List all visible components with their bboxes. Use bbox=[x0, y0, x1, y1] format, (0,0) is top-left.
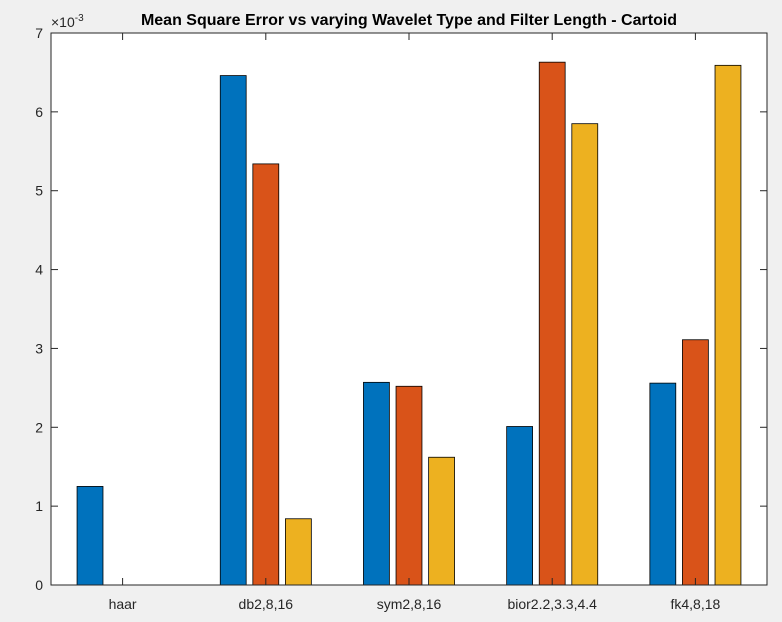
y-tick-label: 1 bbox=[35, 498, 43, 514]
y-tick-label: 5 bbox=[35, 183, 43, 199]
bar-sym2-8-16-series-3 bbox=[428, 456, 455, 586]
x-tick-label: haar bbox=[109, 596, 137, 612]
bar-fk4-8-18-series-3 bbox=[714, 64, 742, 586]
bar-db2-8-16-series-3 bbox=[285, 518, 312, 586]
x-tick-label: db2,8,16 bbox=[239, 596, 294, 612]
bar-fk4-8-18-series-2 bbox=[682, 339, 709, 586]
exponent-power: -3 bbox=[75, 13, 84, 24]
bar-haar-series-1 bbox=[76, 486, 104, 586]
y-tick-labels: 0 1 2 3 4 5 6 7 bbox=[35, 25, 43, 593]
chart-title: Mean Square Error vs varying Wavelet Typ… bbox=[141, 12, 677, 29]
bar-fk4-8-18-series-1 bbox=[649, 382, 677, 586]
bars-layer bbox=[76, 61, 742, 586]
y-tick-label: 4 bbox=[35, 262, 43, 278]
bar-bior2-2-3-3-4-4-series-2 bbox=[538, 61, 566, 586]
x-tick-label: fk4,8,18 bbox=[670, 596, 720, 612]
y-tick-label: 2 bbox=[35, 419, 43, 435]
exponent-label: ×10-3 bbox=[51, 13, 84, 30]
bar-bior2-2-3-3-4-4-series-1 bbox=[506, 426, 533, 586]
axes-layer bbox=[50, 32, 768, 586]
y-tick-label: 6 bbox=[35, 104, 43, 120]
bar-db2-8-16-series-1 bbox=[219, 75, 247, 586]
x-tick-label: sym2,8,16 bbox=[377, 596, 442, 612]
y-tick-label: 0 bbox=[35, 577, 43, 593]
bar-db2-8-16-series-2 bbox=[252, 163, 280, 586]
x-tick-label: bior2.2,3.3,4.4 bbox=[507, 596, 597, 612]
bar-bior2-2-3-3-4-4-series-3 bbox=[571, 123, 599, 586]
x-tick-labels: haar db2,8,16 sym2,8,16 bior2.2,3.3,4.4 fk4,… bbox=[109, 596, 721, 612]
bar-sym2-8-16-series-1 bbox=[363, 381, 390, 586]
y-tick-label: 3 bbox=[35, 340, 43, 356]
bar-sym2-8-16-series-2 bbox=[395, 385, 423, 586]
exponent-base: ×10 bbox=[51, 14, 75, 30]
y-tick-label: 7 bbox=[35, 25, 43, 41]
